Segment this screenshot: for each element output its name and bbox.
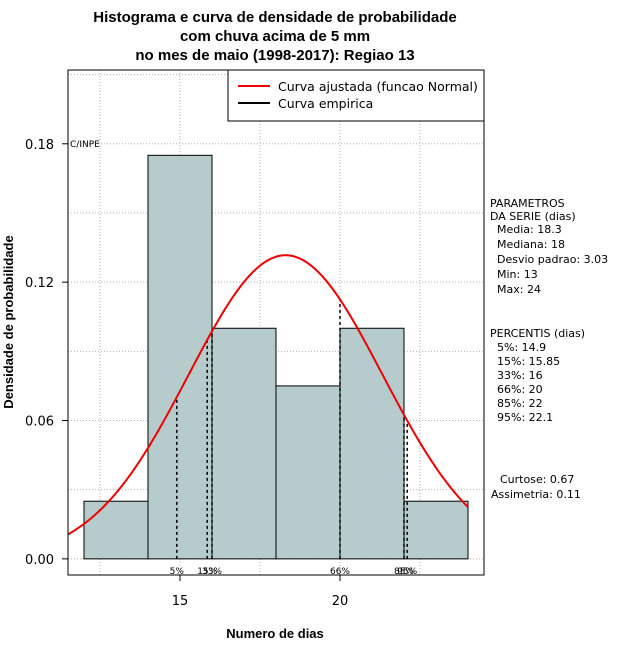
histogram-bar bbox=[275, 385, 341, 560]
x-tick-label: 20 bbox=[332, 594, 349, 609]
y-tick-label: 0.18 bbox=[25, 138, 54, 153]
histogram-bars bbox=[83, 154, 469, 560]
y-tick-label: 0.00 bbox=[25, 553, 54, 568]
percentile-label: 5% bbox=[170, 567, 185, 577]
legend-label-fitted-curve: Curva ajustada (funcao Normal) bbox=[278, 79, 478, 94]
x-axis-title: Numero de dias bbox=[226, 626, 324, 641]
y-tick-label: 0.12 bbox=[25, 276, 54, 291]
percentile-label: 15% bbox=[197, 567, 217, 577]
side-extra-line: Assimetria: 0.11 bbox=[491, 488, 581, 501]
side-param-line: Mediana: 18 bbox=[497, 238, 565, 251]
percentile-label: 95% bbox=[397, 567, 417, 577]
source-annotation: C/INPE bbox=[70, 140, 100, 150]
legend-label-empirical-curve: Curva empirica bbox=[278, 96, 373, 111]
histogram-bar bbox=[339, 327, 405, 560]
chart-title-line-2: com chuva acima de 5 mm bbox=[180, 28, 370, 45]
y-axis-ticks: 0.00 0.06 0.12 0.18 bbox=[25, 138, 68, 568]
x-axis-ticks: 15 20 bbox=[172, 575, 349, 609]
side-panel: PARAMETROS DA SERIE (dias) Media: 18.3 M… bbox=[490, 197, 608, 501]
percentile-label: 33% bbox=[202, 567, 222, 577]
side-extra-line: Curtose: 0.67 bbox=[500, 473, 574, 486]
side-percentile-line: 95%: 22.1 bbox=[497, 411, 553, 424]
percentile-label: 85% bbox=[394, 567, 414, 577]
side-param-line: Media: 18.3 bbox=[497, 223, 562, 236]
side-percentile-line: 66%: 20 bbox=[497, 383, 543, 396]
side-param-line: Min: 13 bbox=[497, 268, 538, 281]
x-tick-label: 15 bbox=[172, 594, 189, 609]
side-percentile-line: 15%: 15.85 bbox=[497, 355, 560, 368]
histogram-bar bbox=[403, 500, 469, 560]
side-param-line: PARAMETROS bbox=[490, 197, 565, 210]
normal-curve-layer bbox=[67, 254, 469, 536]
percentile-label: 66% bbox=[330, 567, 350, 577]
percentile-lines: 5% 15%33% 66% 85%95% bbox=[170, 299, 418, 577]
side-percentile-line: PERCENTIS (dias) bbox=[490, 327, 585, 340]
chart-title-line-1: Histograma e curva de densidade de proba… bbox=[93, 9, 456, 26]
chart-title-line-3: no mes de maio (1998-2017): Regiao 13 bbox=[135, 47, 414, 64]
side-param-line: DA SERIE (dias) bbox=[490, 210, 576, 223]
legend-box bbox=[227, 69, 485, 122]
side-percentile-line: 85%: 22 bbox=[497, 397, 543, 410]
y-tick-label: 0.06 bbox=[25, 415, 54, 430]
normal-curve-line bbox=[67, 254, 469, 536]
histogram-bar bbox=[83, 500, 149, 560]
y-axis-title: Densidade de probabilidade bbox=[1, 235, 16, 408]
histogram-bar bbox=[211, 327, 277, 560]
side-percentile-line: 33%: 16 bbox=[497, 369, 543, 382]
side-percentile-line: 5%: 14.9 bbox=[497, 341, 546, 354]
legend: Curva ajustada (funcao Normal) Curva emp… bbox=[227, 69, 485, 122]
side-param-line: Desvio padrao: 3.03 bbox=[497, 253, 608, 266]
histogram-bar bbox=[147, 154, 213, 560]
side-param-line: Max: 24 bbox=[497, 283, 541, 296]
